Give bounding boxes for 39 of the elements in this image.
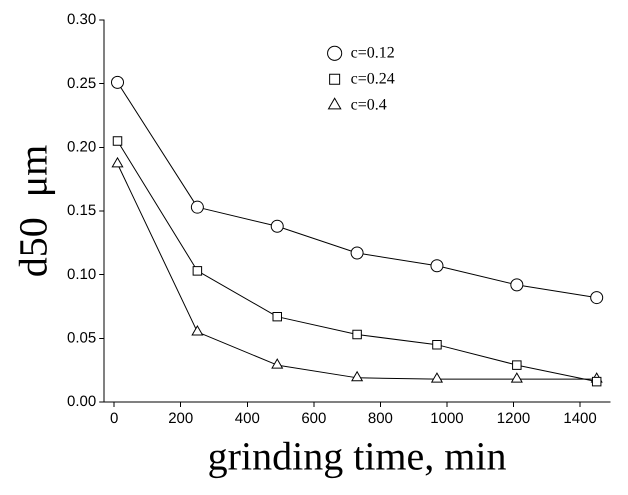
point [511, 372, 523, 383]
point [272, 358, 283, 369]
point [270, 220, 284, 233]
point [590, 291, 604, 304]
point [430, 259, 444, 272]
x-tick-label: 1000 [430, 410, 464, 428]
point [272, 312, 282, 322]
x-tick-label: 800 [368, 410, 393, 428]
legend-label: c=0.24 [350, 70, 395, 88]
point [510, 278, 524, 292]
point [432, 340, 442, 350]
y-tick-label: 0.25 [66, 74, 96, 92]
x-axis-title: grinding time, min [208, 434, 507, 478]
point [192, 325, 204, 336]
x-tick-label: 600 [301, 410, 326, 428]
y-tick-label: 0.00 [66, 393, 96, 410]
x-tick-label: 200 [168, 410, 194, 428]
y-tick-label: 0.15 [66, 202, 96, 220]
y-tick-label: 0.30 [66, 11, 96, 28]
point [592, 376, 602, 386]
x-tick-label: 0 [110, 410, 118, 428]
point [111, 76, 124, 89]
y-axis-title: d50 μm [10, 144, 56, 278]
point [112, 136, 122, 146]
x-tick-label: 400 [234, 410, 260, 428]
x-tick-label: 1200 [496, 410, 530, 428]
y-tick-label: 0.05 [66, 329, 96, 346]
point [190, 200, 204, 214]
legend-label: c=0.4 [350, 96, 387, 114]
point [350, 246, 364, 260]
x-tick-label: 1400 [563, 410, 597, 428]
legend-label: c=0.12 [350, 44, 395, 62]
y-tick-label: 0.20 [66, 138, 96, 156]
point [431, 372, 443, 383]
point [352, 330, 362, 340]
point [351, 371, 363, 382]
point [512, 360, 522, 370]
y-tick-label: 0.10 [66, 266, 96, 283]
point [192, 266, 202, 276]
